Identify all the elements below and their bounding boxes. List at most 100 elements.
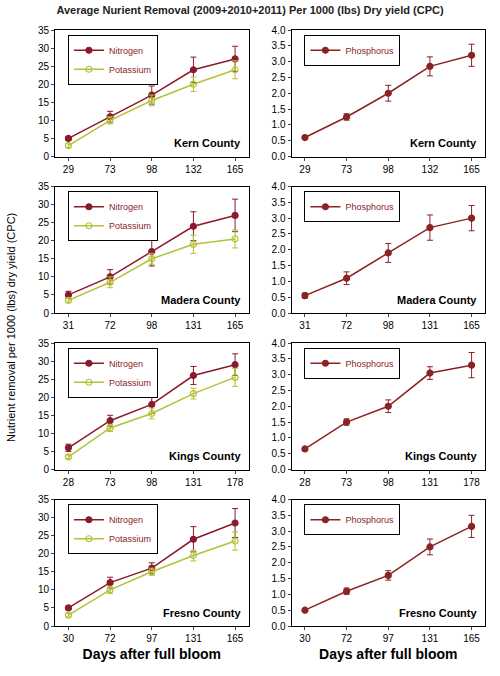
svg-text:20: 20 [38,548,50,559]
svg-text:Kings County: Kings County [169,450,241,462]
svg-text:178: 178 [463,477,480,488]
svg-text:0.5: 0.5 [272,292,286,303]
svg-text:72: 72 [105,320,117,331]
svg-text:97: 97 [383,633,395,644]
svg-text:30: 30 [38,356,50,367]
svg-text:131: 131 [185,320,202,331]
svg-text:3.0: 3.0 [272,526,286,537]
svg-text:4.0: 4.0 [272,181,286,192]
svg-text:20: 20 [38,79,50,90]
svg-text:4.0: 4.0 [272,338,286,349]
svg-text:29: 29 [299,164,311,175]
svg-text:35: 35 [38,25,50,36]
svg-text:2.0: 2.0 [272,88,286,99]
svg-text:Nitrogen: Nitrogen [109,359,143,369]
svg-text:0.0: 0.0 [272,464,286,475]
svg-text:1.0: 1.0 [272,589,286,600]
svg-text:30: 30 [38,43,50,54]
svg-text:Kern County: Kern County [410,137,477,149]
svg-text:Days after full bloom: Days after full bloom [319,646,457,662]
svg-text:10: 10 [38,428,50,439]
svg-text:Kern County: Kern County [174,137,241,149]
svg-text:15: 15 [38,97,50,108]
svg-text:0: 0 [43,151,49,162]
svg-text:Potassium: Potassium [109,378,151,388]
svg-text:3.0: 3.0 [272,369,286,380]
svg-text:28: 28 [63,477,75,488]
svg-text:28: 28 [299,477,311,488]
svg-text:2.5: 2.5 [272,385,286,396]
svg-text:35: 35 [38,181,50,192]
svg-text:1.5: 1.5 [272,260,286,271]
svg-text:98: 98 [146,164,158,175]
svg-text:98: 98 [383,477,395,488]
svg-text:31: 31 [299,320,311,331]
svg-text:Kings County: Kings County [405,450,477,462]
svg-text:165: 165 [227,164,244,175]
svg-text:2.0: 2.0 [272,244,286,255]
svg-text:Madera County: Madera County [161,294,241,306]
svg-text:0.0: 0.0 [272,621,286,632]
svg-text:72: 72 [105,633,117,644]
svg-text:3.5: 3.5 [272,510,286,521]
svg-text:Nutrient removal per 1000 (lbs: Nutrient removal per 1000 (lbs) dry yiel… [5,213,17,442]
svg-text:3.5: 3.5 [272,40,286,51]
svg-text:73: 73 [105,164,117,175]
svg-text:30: 30 [63,633,75,644]
svg-text:2.5: 2.5 [272,228,286,239]
svg-text:165: 165 [463,164,480,175]
svg-text:131: 131 [422,477,439,488]
svg-text:5: 5 [43,289,49,300]
svg-text:165: 165 [227,633,244,644]
svg-text:Phosphorus: Phosphorus [345,202,394,212]
svg-text:3.5: 3.5 [272,197,286,208]
svg-text:15: 15 [38,410,50,421]
svg-text:131: 131 [185,477,202,488]
svg-text:0.0: 0.0 [272,308,286,319]
svg-text:20: 20 [38,235,50,246]
svg-text:5: 5 [43,602,49,613]
svg-text:72: 72 [341,633,353,644]
svg-text:Nitrogen: Nitrogen [109,202,143,212]
svg-text:165: 165 [463,320,480,331]
svg-text:1.0: 1.0 [272,432,286,443]
svg-text:Phosphorus: Phosphorus [345,515,394,525]
svg-text:15: 15 [38,566,50,577]
svg-text:25: 25 [38,374,50,385]
svg-text:2.5: 2.5 [272,72,286,83]
svg-text:15: 15 [38,253,50,264]
svg-text:4.0: 4.0 [272,25,286,36]
svg-text:3.0: 3.0 [272,213,286,224]
svg-text:0: 0 [43,464,49,475]
svg-text:1.5: 1.5 [272,573,286,584]
svg-text:Nitrogen: Nitrogen [109,515,143,525]
svg-text:0.5: 0.5 [272,448,286,459]
svg-text:Potassium: Potassium [109,221,151,231]
svg-text:1.0: 1.0 [272,119,286,130]
svg-text:98: 98 [383,320,395,331]
svg-text:2.0: 2.0 [272,401,286,412]
svg-text:Average Nurient Removal (2009+: Average Nurient Removal (2009+2010+2011)… [56,4,444,16]
svg-text:Fresno County: Fresno County [163,607,241,619]
svg-text:25: 25 [38,530,50,541]
svg-text:0.5: 0.5 [272,605,286,616]
svg-text:131: 131 [185,633,202,644]
svg-text:10: 10 [38,584,50,595]
svg-text:5: 5 [43,133,49,144]
svg-text:1.5: 1.5 [272,104,286,115]
svg-text:2.5: 2.5 [272,541,286,552]
svg-text:Fresno County: Fresno County [399,607,477,619]
svg-text:Nitrogen: Nitrogen [109,46,143,56]
svg-text:98: 98 [383,164,395,175]
svg-text:20: 20 [38,392,50,403]
svg-text:178: 178 [227,477,244,488]
svg-text:73: 73 [341,477,353,488]
svg-text:25: 25 [38,217,50,228]
svg-text:29: 29 [63,164,75,175]
svg-text:10: 10 [38,271,50,282]
svg-text:25: 25 [38,61,50,72]
svg-text:3.0: 3.0 [272,56,286,67]
svg-text:31: 31 [63,320,75,331]
svg-text:30: 30 [38,512,50,523]
svg-text:10: 10 [38,115,50,126]
